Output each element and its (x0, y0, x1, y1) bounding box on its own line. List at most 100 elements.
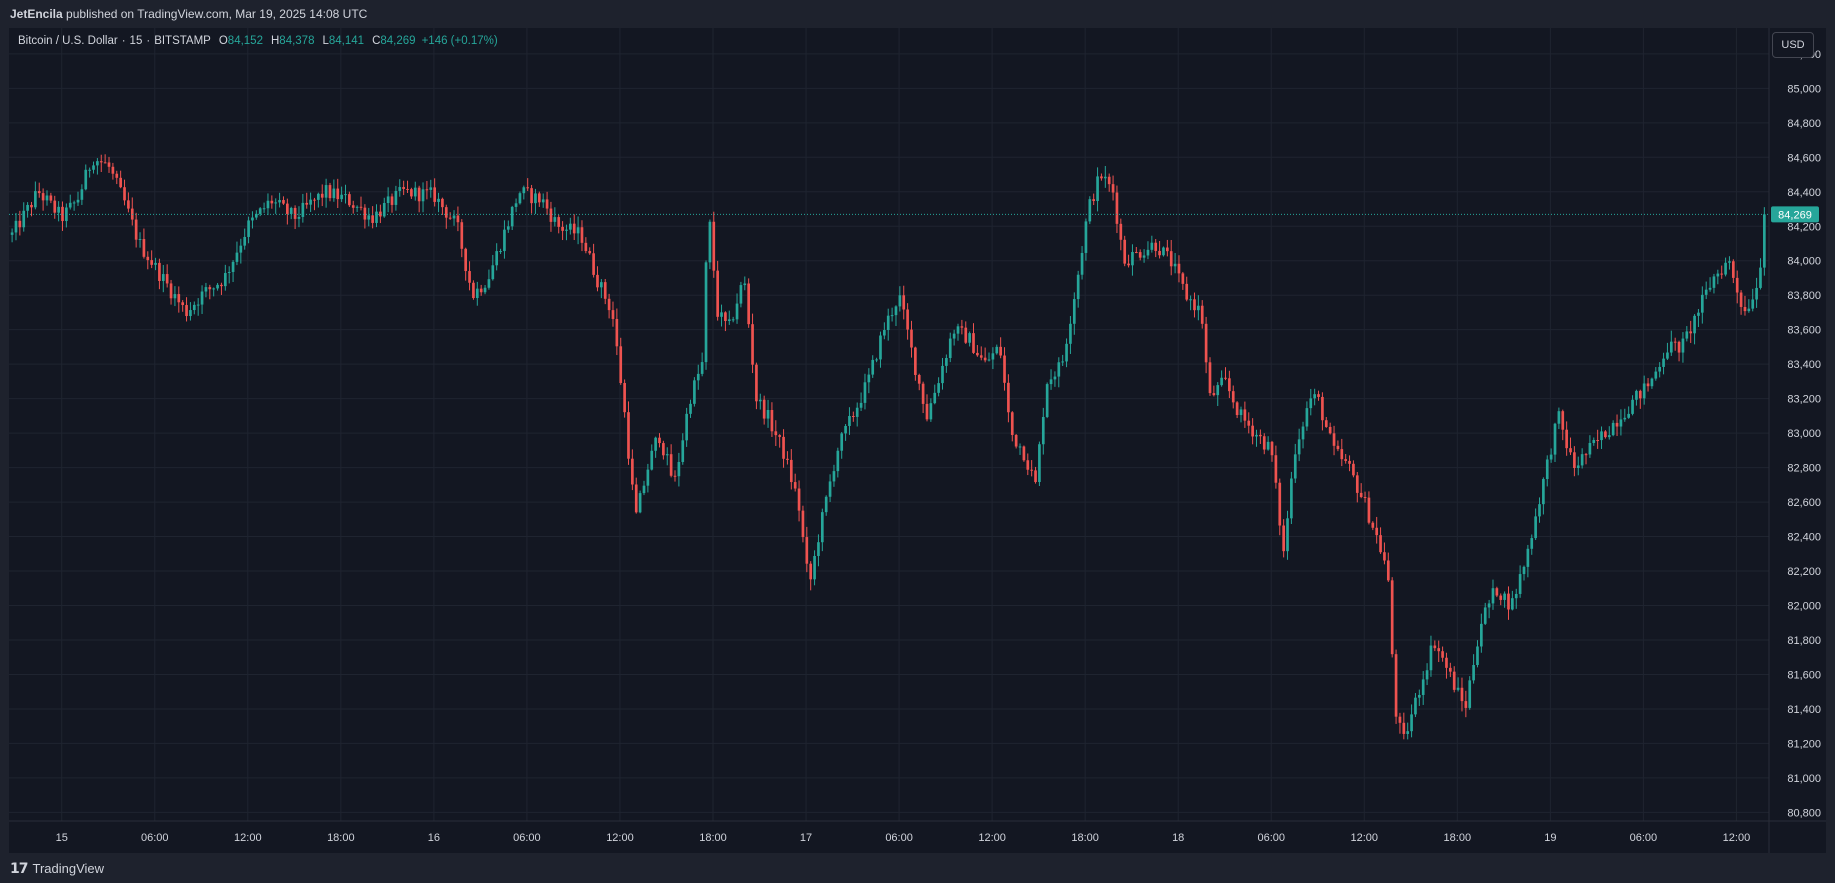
candle-body (115, 173, 119, 178)
candle-body (1410, 714, 1413, 732)
candle-body (169, 283, 173, 299)
candle-body (382, 203, 386, 217)
candle-body (1480, 623, 1483, 647)
candle-body (282, 200, 285, 204)
candle-body (755, 364, 758, 402)
candlestick-chart[interactable]: 80,800 81,000 81,200 81,400 81,600 81,800 82,0… (9, 28, 1826, 853)
candle-body (817, 542, 820, 556)
candle-body (809, 563, 813, 580)
candle-body (844, 425, 847, 434)
candle-body (154, 262, 157, 265)
candle-body (88, 169, 91, 171)
chart-pane[interactable]: 80,800 81,000 81,200 81,400 81,600 81,800 82,0… (9, 28, 1826, 853)
candle-body (1340, 449, 1344, 460)
candle-body (1324, 420, 1328, 427)
candle-body (254, 213, 258, 218)
candle-body (677, 461, 681, 477)
candle-body (1251, 425, 1254, 437)
candle-body (1224, 377, 1227, 379)
candle-body (638, 493, 642, 513)
legend-symbol[interactable]: Bitcoin / U.S. Dollar (18, 35, 118, 47)
currency-button[interactable]: USD (1772, 32, 1814, 58)
candle-body (220, 284, 223, 287)
legend-interval[interactable]: 15 (129, 35, 143, 47)
candle-body (1724, 262, 1727, 275)
candle-body (1491, 588, 1495, 604)
candle-body (1398, 716, 1402, 723)
candle-body (1371, 522, 1375, 528)
candle-body (328, 185, 332, 199)
candle-body (1065, 343, 1068, 362)
candle-body (1305, 408, 1309, 427)
candle-body (138, 239, 142, 241)
candle-body (1588, 442, 1592, 455)
candle-body (1274, 455, 1278, 483)
candle-body (1662, 358, 1665, 367)
candle-body (266, 200, 270, 209)
candle-body (1460, 687, 1464, 702)
candle-body (1425, 670, 1429, 680)
candle-body (317, 193, 320, 200)
tradingview-logo-icon[interactable]: 𝟭𝟳 (10, 859, 29, 876)
candle-body (731, 319, 735, 321)
candle-body (751, 324, 754, 365)
candle-body (68, 202, 72, 208)
candle-body (301, 202, 305, 217)
candle-body (600, 282, 603, 288)
candle-body (30, 204, 33, 208)
candle-body (735, 303, 739, 320)
candle-body (235, 252, 239, 262)
candle-body (1414, 697, 1417, 715)
candle-body (631, 458, 634, 485)
candle-body (933, 392, 937, 404)
candle-body (1259, 434, 1262, 437)
candle-body (1573, 452, 1576, 469)
candle-body (956, 326, 960, 334)
candle-body (743, 283, 747, 286)
candle-body (646, 469, 650, 486)
candle-body (883, 330, 886, 336)
candle-body (1472, 665, 1475, 681)
candle-body (1565, 429, 1568, 449)
candle-body (592, 253, 595, 275)
candle-body (107, 162, 111, 167)
x-tick-label: 16 (428, 832, 440, 844)
candle-body (367, 215, 371, 220)
candle-body (596, 274, 599, 288)
candle-body (607, 298, 611, 311)
candle-body (320, 193, 324, 198)
publisher-name[interactable]: JetEncila (10, 7, 63, 21)
candle-body (906, 309, 909, 330)
footer-brand[interactable]: TradingView (32, 860, 105, 876)
candle-body (530, 188, 533, 204)
candle-body (313, 199, 316, 201)
candle-body (1607, 435, 1611, 438)
x-tick-label: 18:00 (699, 832, 727, 844)
candle-body (1619, 419, 1623, 427)
candle-body (1220, 377, 1223, 386)
y-tick-label: 81,200 (1787, 738, 1821, 750)
candle-body (1646, 383, 1650, 387)
candle-body (402, 187, 405, 189)
candle-body (654, 437, 657, 451)
candle-body (289, 207, 293, 214)
candle-body (1293, 454, 1297, 479)
candle-body (212, 288, 216, 290)
candle-body (712, 221, 716, 271)
candle-body (506, 226, 510, 230)
candle-body (475, 288, 479, 299)
candle-body (801, 510, 805, 538)
candle-body (200, 291, 204, 305)
candle-body (96, 161, 99, 166)
candle-body (433, 187, 436, 202)
y-tick-label: 81,000 (1787, 773, 1821, 785)
x-tick-label: 12:00 (978, 832, 1006, 844)
candle-body (460, 222, 464, 249)
candle-body (526, 187, 530, 189)
candle-body (103, 162, 107, 164)
candle-body (398, 187, 402, 191)
candle-body (425, 189, 429, 191)
candle-body (305, 202, 309, 205)
candle-body (696, 373, 700, 381)
candle-body (1103, 176, 1107, 179)
